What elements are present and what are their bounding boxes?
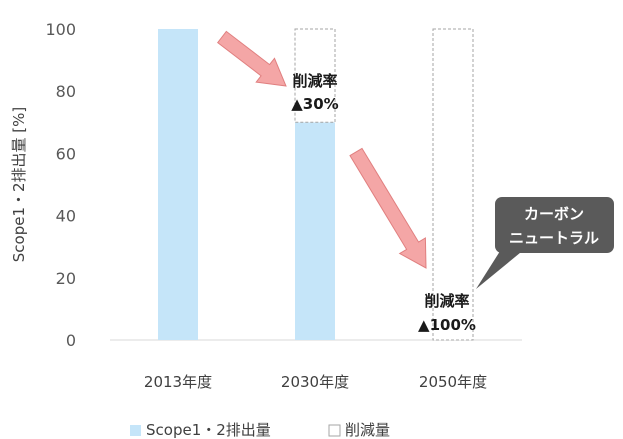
y-tick-label: 40 — [56, 207, 76, 226]
y-tick-label: 0 — [66, 331, 76, 350]
legend-label-reduction: 削減量 — [345, 421, 390, 439]
bar-emission-1 — [295, 122, 335, 340]
x-tick-label: 2013年度 — [144, 373, 212, 391]
reduction-rate-label: 削減率 — [292, 72, 337, 90]
bar-reduction-1 — [294, 28, 336, 123]
reduction-rate-value: ▲30% — [291, 95, 338, 113]
reduction-rate-value: ▲100% — [418, 316, 476, 334]
callout-box — [495, 197, 614, 253]
y-tick-label: 80 — [56, 82, 76, 101]
y-tick-label: 60 — [56, 144, 76, 163]
y-tick-label: 20 — [56, 269, 76, 288]
y-tick-label: 100 — [45, 20, 76, 39]
y-axis-title: Scope1・2排出量 [%] — [10, 107, 28, 263]
callout-line-2: ニュートラル — [509, 229, 599, 247]
callout-pointer — [476, 248, 526, 289]
reduction-arrow-1 — [216, 30, 287, 87]
legend-swatch-reduction — [328, 424, 341, 437]
legend-swatch-emission — [130, 425, 141, 436]
reduction-arrow-2 — [349, 147, 427, 269]
x-tick-label: 2030年度 — [281, 373, 349, 391]
legend-label-emission: Scope1・2排出量 — [146, 421, 271, 439]
reduction-rate-label: 削減率 — [424, 292, 469, 310]
callout-line-1: カーボン — [524, 205, 584, 223]
bar-reduction-2 — [432, 28, 474, 341]
x-tick-label: 2050年度 — [419, 373, 487, 391]
bar-emission-0 — [158, 29, 198, 340]
